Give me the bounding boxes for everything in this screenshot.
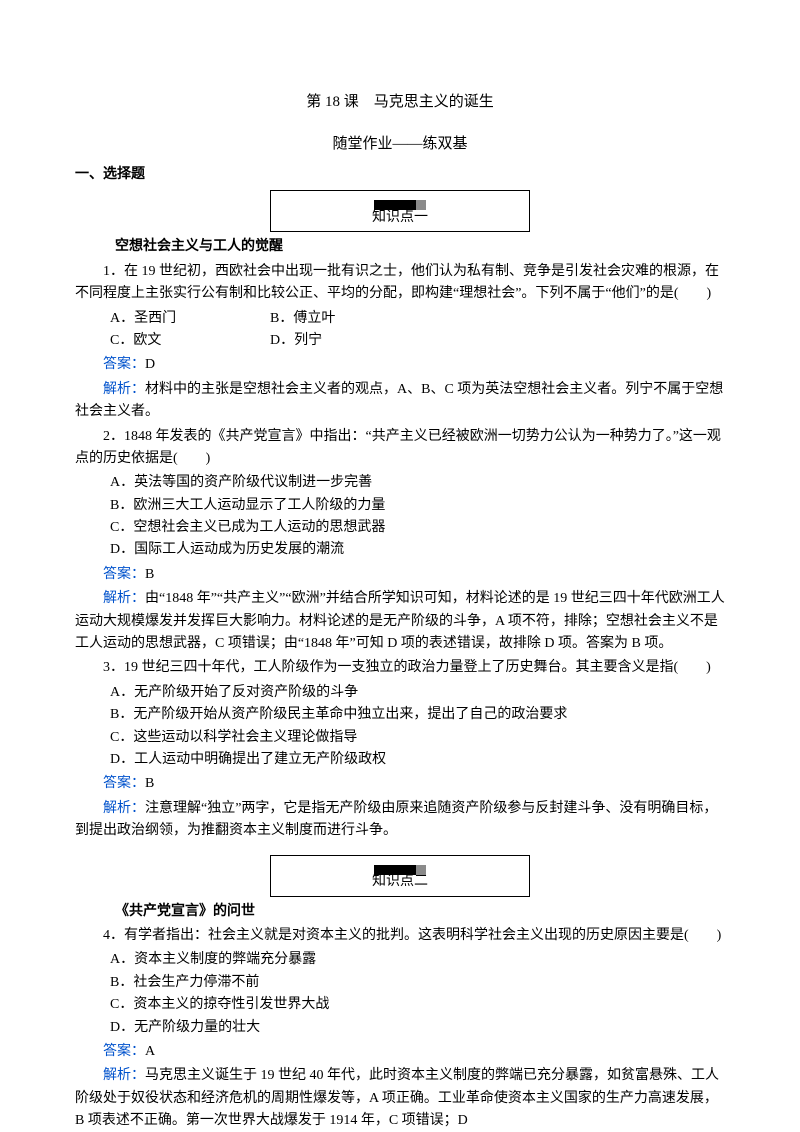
q3-opt-a: A．无产阶级开始了反对资产阶级的斗争 (110, 682, 725, 704)
answer-label: 答案： (103, 1044, 145, 1059)
q3-opt-d: D．工人运动中明确提出了建立无产阶级政权 (110, 749, 725, 771)
q4-explain: 解析：马克思主义诞生于 19 世纪 40 年代，此时资本主义制度的弊端已充分暴露… (75, 1065, 725, 1132)
q3-opt-b: B．无产阶级开始从资产阶级民主革命中独立出来，提出了自己的政治要求 (110, 704, 725, 726)
knowledge-box-2: 知识点二 (75, 855, 725, 897)
section-heading: 一、选择题 (75, 164, 725, 186)
q4-options: A．资本主义制度的弊端充分暴露 B．社会生产力停滞不前 C．资本主义的掠夺性引发… (110, 949, 725, 1039)
q2-answer: 答案：B (75, 564, 725, 586)
answer-label: 答案： (103, 357, 145, 372)
explain-label: 解析： (103, 591, 145, 606)
q2-explain-text: 由“1848 年”“共产主义”“欧洲”并结合所学知识可知，材料论述的是 19 世… (75, 591, 725, 651)
q4-answer-value: A (145, 1044, 155, 1059)
q2-stem: 2．1848 年发表的《共产党宣言》中指出：“共产主义已经被欧洲一切势力公认为一… (75, 426, 725, 471)
kp1-title: 空想社会主义与工人的觉醒 (115, 236, 725, 258)
q2-options: A．英法等国的资产阶级代议制进一步完善 B．欧洲三大工人运动显示了工人阶级的力量… (110, 472, 725, 562)
q4-stem: 4．有学者指出：社会主义就是对资本主义的批判。这表明科学社会主义出现的历史原因主… (75, 925, 725, 947)
q1-explain-text: 材料中的主张是空想社会主义者的观点，A、B、C 项为英法空想社会主义者。列宁不属… (75, 382, 723, 419)
q2-opt-d: D．国际工人运动成为历史发展的潮流 (110, 539, 725, 561)
q1-opt-b: B．傅立叶 (270, 308, 430, 330)
q4-opt-b: B．社会生产力停滞不前 (110, 972, 725, 994)
q3-answer: 答案：B (75, 773, 725, 795)
q4-answer: 答案：A (75, 1041, 725, 1063)
q4-opt-c: C．资本主义的掠夺性引发世界大战 (110, 994, 725, 1016)
lesson-subtitle: 随堂作业——练双基 (75, 132, 725, 156)
q1-answer-value: D (145, 357, 155, 372)
lesson-title: 第 18 课 马克思主义的诞生 (75, 90, 725, 114)
q2-explain: 解析：由“1848 年”“共产主义”“欧洲”并结合所学知识可知，材料论述的是 1… (75, 588, 725, 655)
q1-explain: 解析：材料中的主张是空想社会主义者的观点，A、B、C 项为英法空想社会主义者。列… (75, 379, 725, 424)
answer-label: 答案： (103, 567, 145, 582)
kp2-title: 《共产党宣言》的问世 (115, 901, 725, 923)
q4-opt-d: D．无产阶级力量的壮大 (110, 1017, 725, 1039)
kbox-bar-icon (374, 200, 426, 210)
explain-label: 解析： (103, 382, 145, 397)
q1-opt-c: C．欧文 (110, 330, 270, 352)
q2-opt-a: A．英法等国的资产阶级代议制进一步完善 (110, 472, 725, 494)
q4-opt-a: A．资本主义制度的弊端充分暴露 (110, 949, 725, 971)
explain-label: 解析： (103, 801, 145, 816)
q3-answer-value: B (145, 776, 154, 791)
q2-opt-c: C．空想社会主义已成为工人运动的思想武器 (110, 517, 725, 539)
knowledge-box-1: 知识点一 (75, 190, 725, 232)
q1-stem: 1．在 19 世纪初，西欧社会中出现一批有识之士，他们认为私有制、竞争是引发社会… (75, 261, 725, 306)
q3-stem: 3．19 世纪三四十年代，工人阶级作为一支独立的政治力量登上了历史舞台。其主要含… (75, 657, 725, 679)
q3-explain-text: 注意理解“独立”两字，它是指无产阶级由原来追随资产阶级参与反封建斗争、没有明确目… (75, 801, 717, 838)
q1-opt-d: D．列宁 (270, 330, 430, 352)
explain-label: 解析： (103, 1068, 145, 1083)
q3-opt-c: C．这些运动以科学社会主义理论做指导 (110, 727, 725, 749)
answer-label: 答案： (103, 776, 145, 791)
q2-answer-value: B (145, 567, 154, 582)
q1-opt-a: A．圣西门 (110, 308, 270, 330)
q1-options: A．圣西门 B．傅立叶 C．欧文 D．列宁 (110, 308, 725, 353)
q3-explain: 解析：注意理解“独立”两字，它是指无产阶级由原来追随资产阶级参与反封建斗争、没有… (75, 798, 725, 843)
q3-options: A．无产阶级开始了反对资产阶级的斗争 B．无产阶级开始从资产阶级民主革命中独立出… (110, 682, 725, 772)
q2-opt-b: B．欧洲三大工人运动显示了工人阶级的力量 (110, 495, 725, 517)
kbox-bar-icon (374, 865, 426, 875)
q4-explain-text: 马克思主义诞生于 19 世纪 40 年代，此时资本主义制度的弊端已充分暴露，如贫… (75, 1068, 719, 1128)
q1-answer: 答案：D (75, 354, 725, 376)
